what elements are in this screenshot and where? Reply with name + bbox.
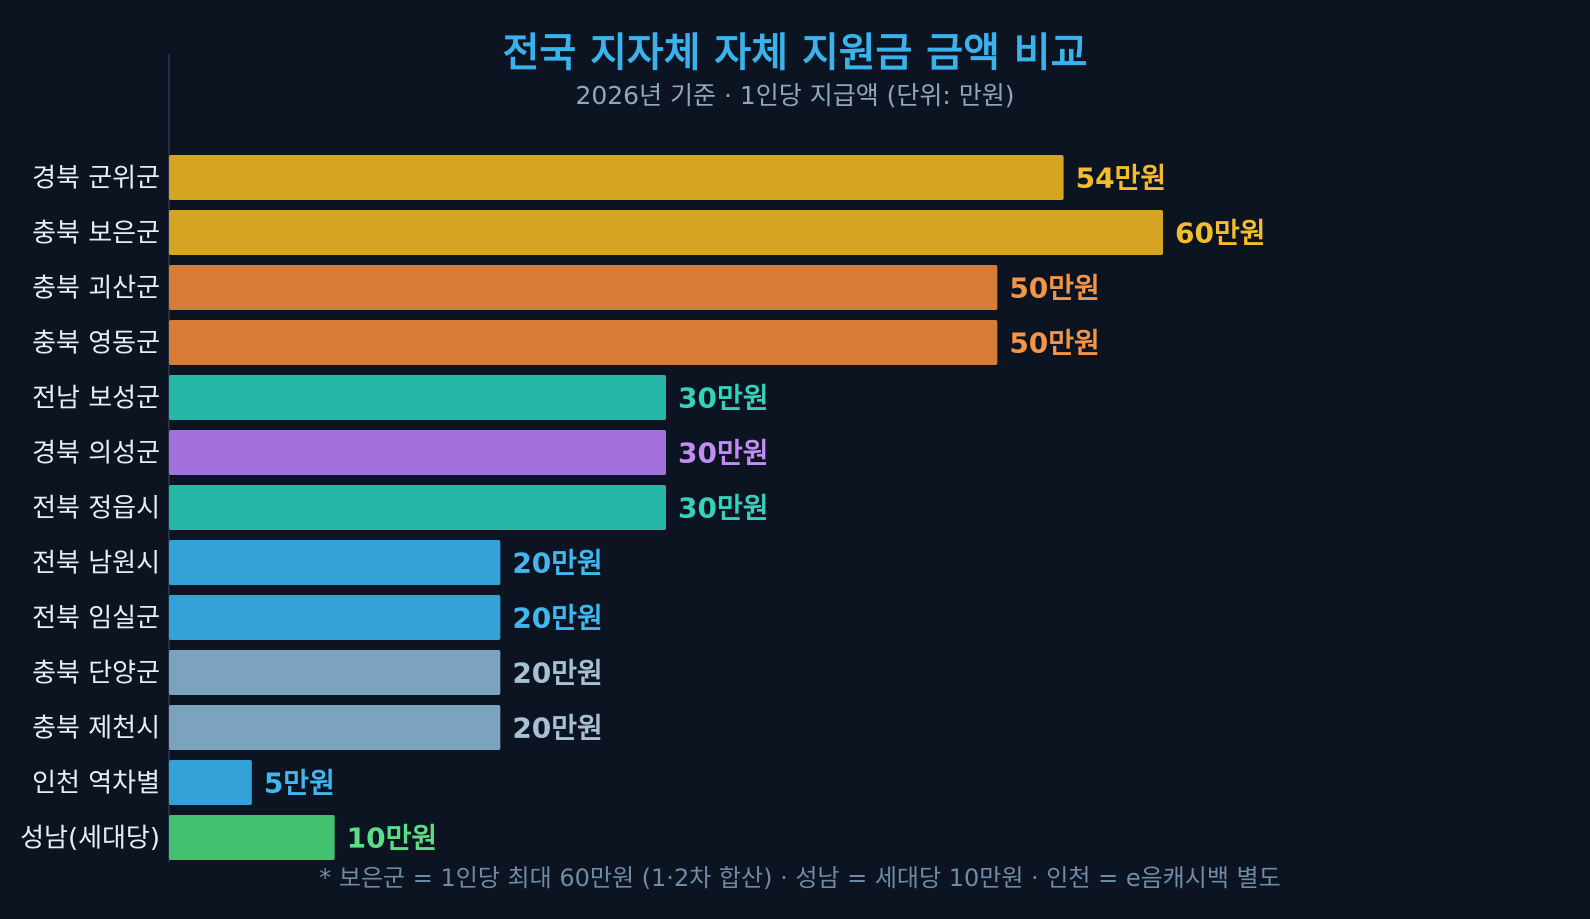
bar xyxy=(169,540,501,585)
category-label: 충북 괴산군 xyxy=(32,274,160,304)
value-label: 30만원 xyxy=(678,437,769,470)
bar xyxy=(169,320,998,365)
category-label: 충북 영동군 xyxy=(32,329,160,359)
value-label: 10만원 xyxy=(347,822,438,855)
value-label: 30만원 xyxy=(678,382,769,415)
value-label: 60만원 xyxy=(1175,217,1266,250)
category-label: 성남(세대당) xyxy=(20,824,160,854)
category-label: 경북 군위군 xyxy=(32,164,160,194)
value-label: 5만원 xyxy=(264,767,335,800)
bar xyxy=(169,650,501,695)
value-label: 50만원 xyxy=(1009,272,1099,305)
chart-subtitle: 2026년 기준 · 1인당 지급액 (단위: 만원) xyxy=(575,81,1014,110)
value-label: 20만원 xyxy=(512,547,603,580)
bar xyxy=(169,595,501,640)
value-label: 20만원 xyxy=(512,657,603,690)
category-label: 전북 남원시 xyxy=(32,549,160,579)
bar xyxy=(169,375,666,420)
value-label: 20만원 xyxy=(512,712,603,745)
value-label: 30만원 xyxy=(678,492,769,525)
bar xyxy=(169,210,1163,255)
bar xyxy=(169,155,1064,200)
chart-title: 전국 지자체 자체 지원금 금액 비교 xyxy=(503,30,1088,76)
category-label: 인천 역차별 xyxy=(32,769,160,799)
value-label: 50만원 xyxy=(1009,327,1099,360)
category-label: 전남 보성군 xyxy=(32,384,160,414)
bar xyxy=(169,265,998,310)
bar xyxy=(169,705,501,750)
category-label: 충북 제천시 xyxy=(32,714,160,744)
category-label: 전북 정읍시 xyxy=(32,494,160,524)
bar xyxy=(169,815,335,860)
chart-footnote: * 보은군 = 1인당 최대 60만원 (1·2차 합산) · 성남 = 세대당… xyxy=(319,864,1280,892)
category-label: 충북 단양군 xyxy=(32,659,160,689)
bar xyxy=(169,430,666,475)
category-label: 전북 임실군 xyxy=(32,604,160,634)
bar xyxy=(169,760,252,805)
bar xyxy=(169,485,666,530)
value-label: 20만원 xyxy=(512,602,603,635)
category-label: 충북 보은군 xyxy=(32,219,160,249)
value-label: 54만원 xyxy=(1076,162,1167,195)
category-label: 경북 의성군 xyxy=(32,439,160,469)
